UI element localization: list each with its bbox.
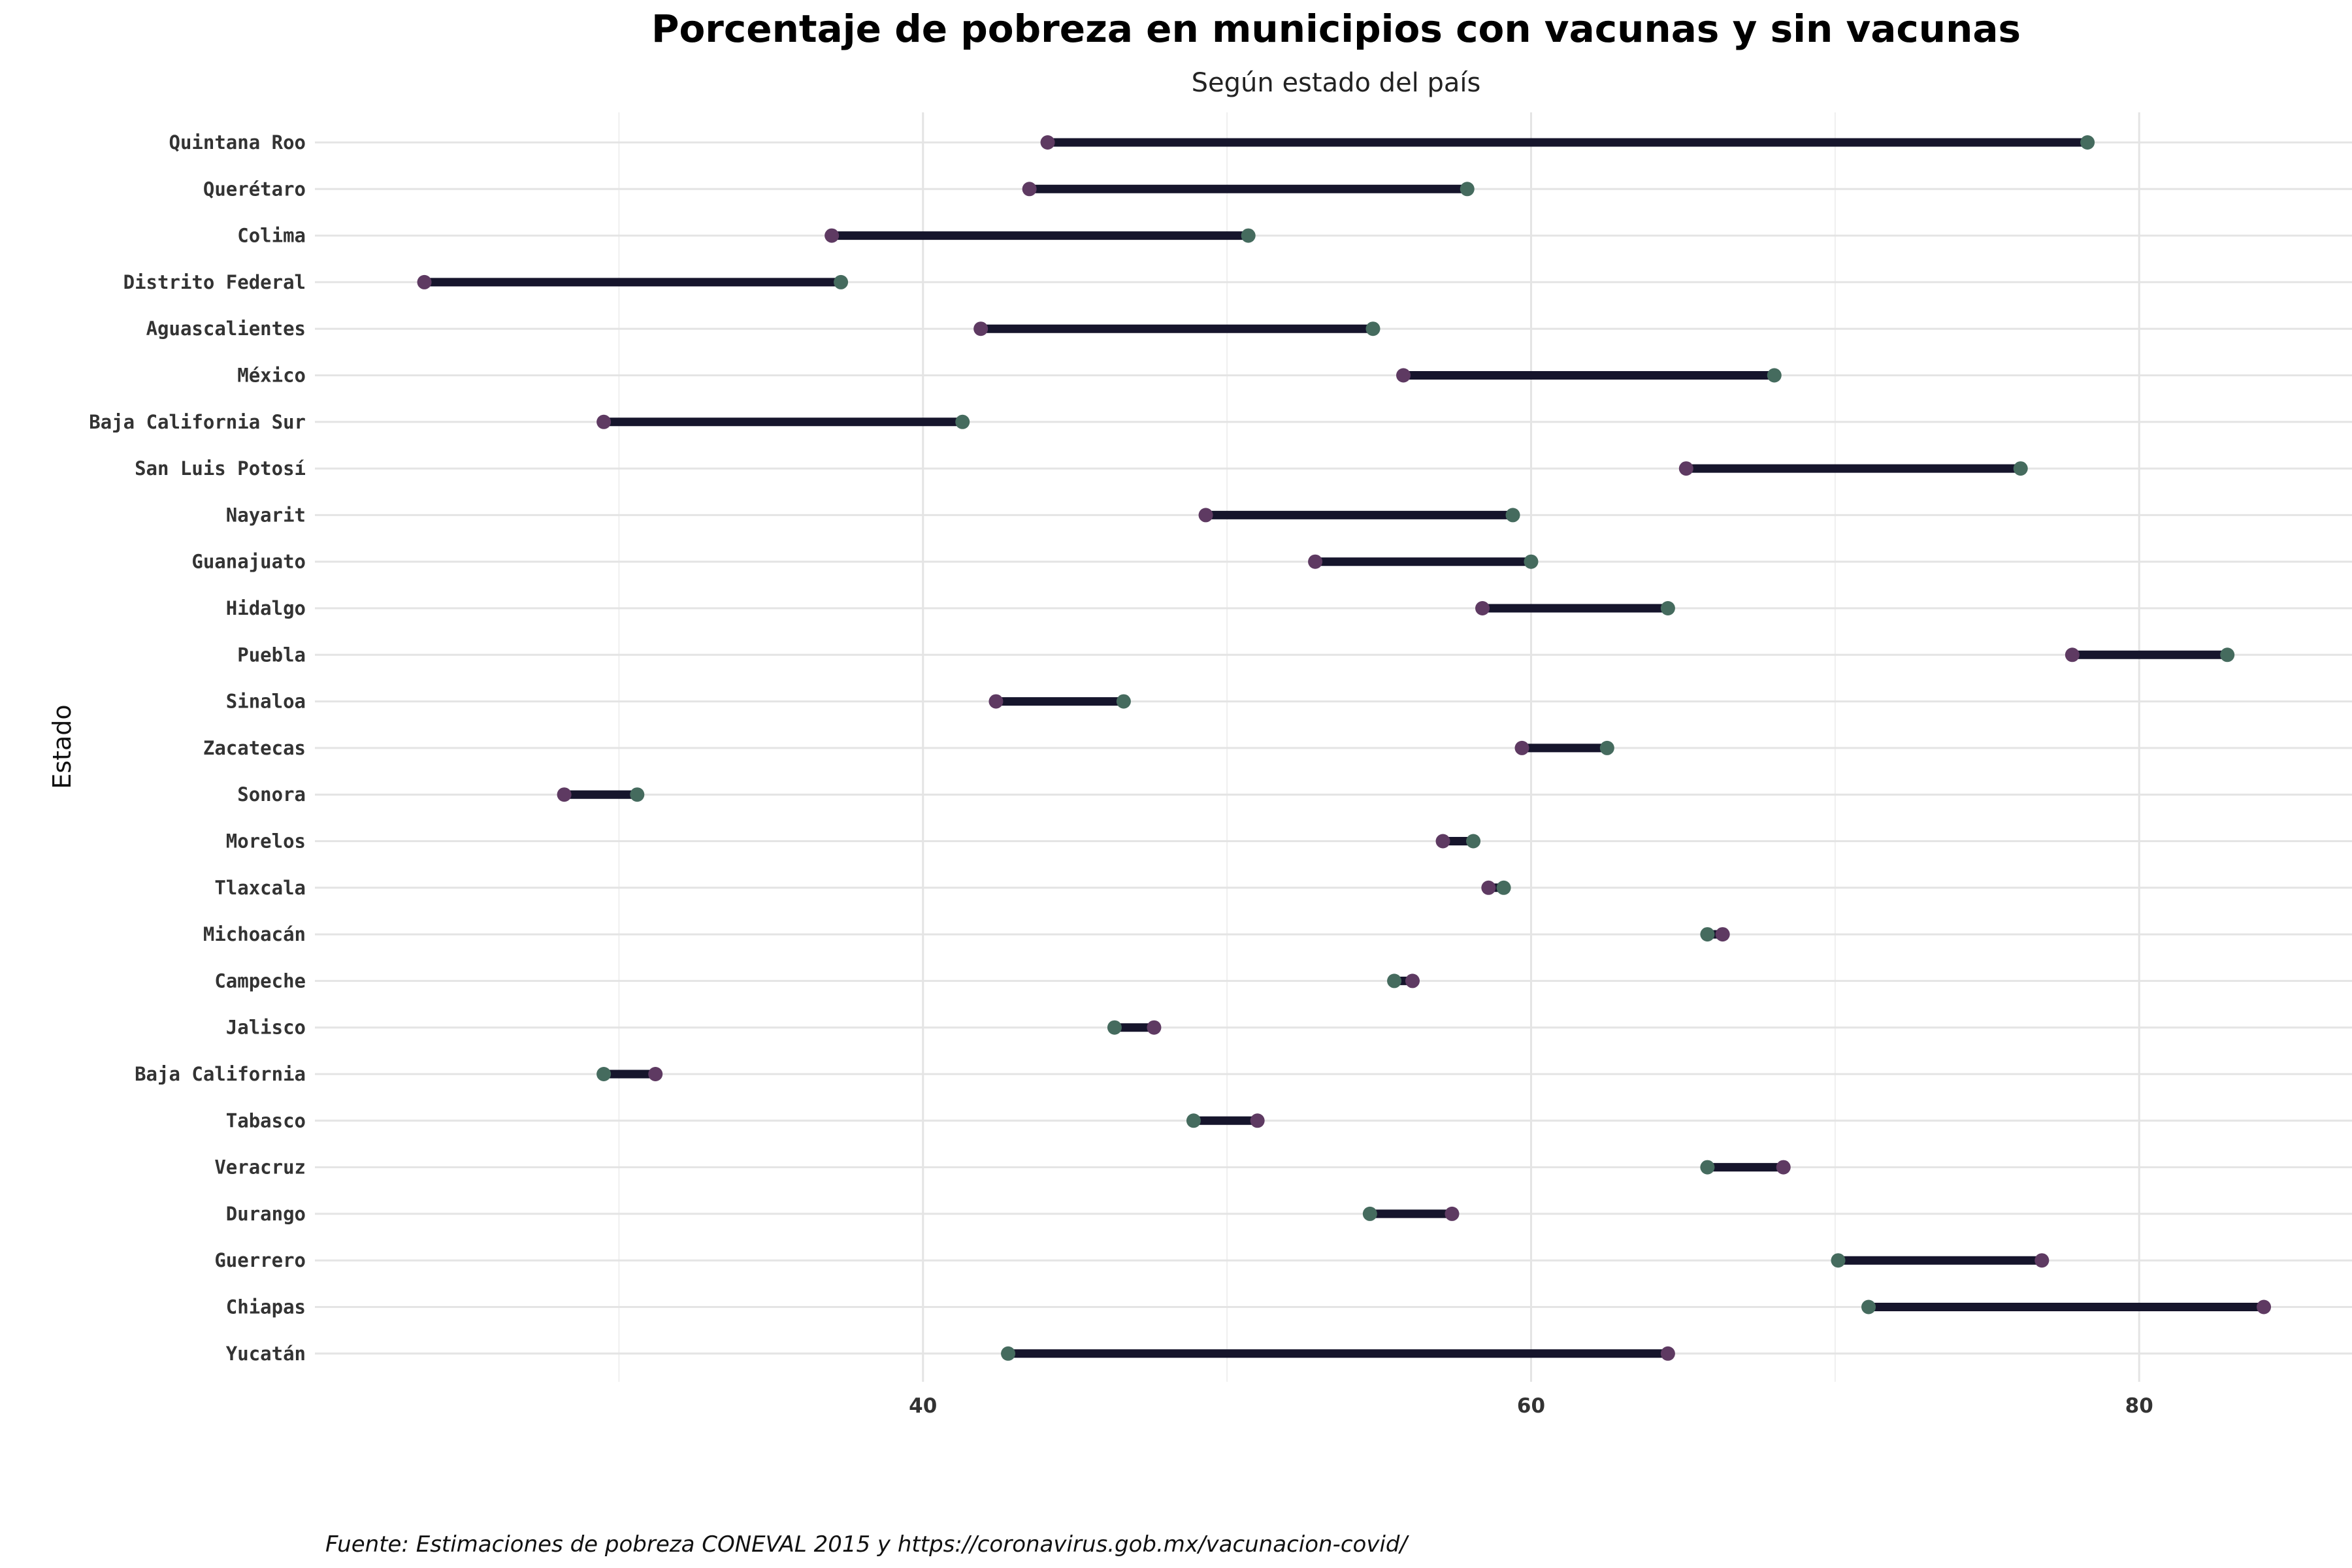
purple-point — [648, 1067, 663, 1081]
green-point — [1107, 1020, 1122, 1035]
purple-point — [1198, 508, 1213, 523]
purple-point — [1250, 1113, 1265, 1128]
green-point — [2220, 647, 2235, 662]
y-tick-label: Zacatecas — [203, 737, 306, 759]
y-tick-label: Querétaro — [203, 178, 306, 200]
purple-point — [596, 414, 612, 429]
y-tick-label: Guerrero — [214, 1249, 306, 1271]
x-tick-labels: 40 60 80 — [909, 1394, 2153, 1418]
purple-point — [1147, 1020, 1162, 1035]
chart-subtitle: Según estado del país — [1192, 68, 1481, 98]
green-point — [1861, 1299, 1876, 1315]
purple-point — [417, 274, 432, 289]
green-point — [630, 787, 645, 802]
purple-point — [988, 694, 1004, 709]
purple-point — [1514, 740, 1529, 755]
y-tick-label: Michoacán — [203, 923, 306, 945]
y-tick-label: Baja California Sur — [89, 411, 306, 433]
y-tick-label: Distrito Federal — [123, 271, 306, 293]
y-tick-label: Guanajuato — [191, 551, 306, 573]
purple-point — [1481, 880, 1496, 895]
green-point — [1116, 694, 1131, 709]
green-point — [834, 274, 849, 289]
purple-point — [1678, 461, 1693, 476]
green-point — [1362, 1206, 1377, 1221]
y-tick-label: Yucatán — [226, 1343, 306, 1365]
green-point — [2013, 461, 2028, 476]
green-point — [1524, 554, 1539, 569]
green-point — [1365, 321, 1380, 336]
x-tick-label: 40 — [909, 1394, 937, 1418]
purple-point — [1445, 1206, 1460, 1221]
x-tick-label: 60 — [1517, 1394, 1545, 1418]
purple-point — [825, 228, 840, 243]
green-point — [1831, 1253, 1846, 1268]
y-tick-label: Campeche — [214, 970, 306, 992]
y-tick-label: San Luis Potosí — [135, 457, 306, 480]
y-tick-label: Tabasco — [226, 1109, 306, 1132]
x-tick-label: 80 — [2125, 1394, 2153, 1418]
purple-point — [1715, 927, 1730, 942]
purple-point — [1475, 601, 1490, 615]
y-tick-label: Jalisco — [226, 1017, 306, 1039]
purple-point — [1040, 135, 1055, 150]
y-tick-label: Colima — [237, 225, 306, 247]
purple-point — [2065, 647, 2080, 662]
y-tick-label: México — [237, 365, 306, 387]
y-tick-label: Tlaxcala — [214, 877, 306, 899]
green-point — [596, 1067, 612, 1081]
y-tick-label: Aguascalientes — [146, 318, 306, 340]
y-tick-labels: Quintana Roo Querétaro Colima Distrito Fede… — [89, 131, 306, 1365]
green-point — [1599, 740, 1614, 755]
y-tick-label: Chiapas — [226, 1296, 306, 1318]
y-tick-label: Hidalgo — [226, 597, 306, 619]
y-tick-label: Sonora — [237, 783, 306, 806]
green-point — [1387, 973, 1402, 988]
y-tick-label: Durango — [226, 1203, 306, 1225]
green-point — [1460, 182, 1475, 197]
y-tick-label: Quintana Roo — [169, 131, 306, 154]
y-tick-label: Puebla — [237, 644, 306, 666]
purple-point — [1022, 182, 1037, 197]
purple-point — [1396, 368, 1411, 383]
chart-caption: Fuente: Estimaciones de pobreza CONEVAL … — [325, 1531, 1409, 1558]
purple-point — [1660, 1346, 1675, 1361]
purple-point — [1405, 973, 1420, 988]
purple-point — [1776, 1160, 1791, 1175]
chart-title: Porcentaje de pobreza en municipios con … — [651, 7, 2021, 51]
green-point — [1700, 1160, 1715, 1175]
green-point — [1767, 368, 1782, 383]
green-point — [2080, 135, 2095, 150]
y-tick-label: Veracruz — [214, 1156, 306, 1179]
y-tick-label: Nayarit — [226, 504, 306, 526]
green-point — [955, 414, 970, 429]
green-point — [1241, 228, 1256, 243]
green-point — [1001, 1346, 1016, 1361]
y-tick-label: Sinaloa — [226, 691, 306, 713]
data-marks — [417, 135, 2272, 1361]
purple-point — [2034, 1253, 2050, 1268]
green-point — [1466, 834, 1481, 849]
y-tick-label: Morelos — [226, 830, 306, 853]
green-point — [1660, 601, 1675, 615]
purple-point — [1435, 834, 1450, 849]
green-point — [1505, 508, 1520, 523]
purple-point — [2257, 1299, 2272, 1315]
green-point — [1186, 1113, 1201, 1128]
green-point — [1700, 927, 1715, 942]
y-tick-label: Baja California — [135, 1063, 306, 1085]
purple-point — [1308, 554, 1323, 569]
purple-point — [557, 787, 572, 802]
purple-point — [973, 321, 988, 336]
green-point — [1496, 880, 1511, 895]
y-axis-label: Estado — [48, 704, 76, 789]
